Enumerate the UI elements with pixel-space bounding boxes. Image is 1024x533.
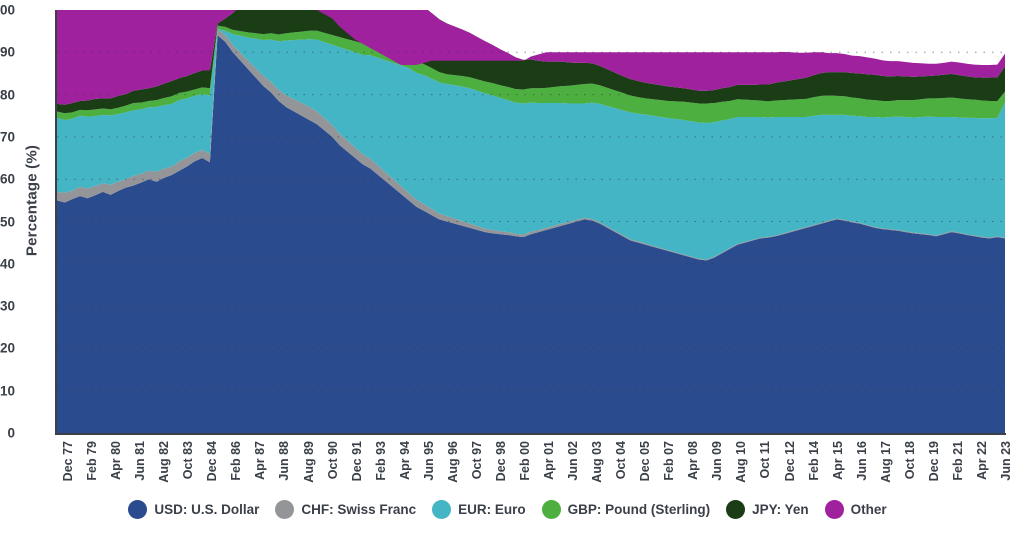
legend-label: USD: U.S. Dollar [154,502,260,517]
legend-label: Other [850,502,887,517]
y-axis-tick-label: 80 [0,87,15,103]
area-band-4 [57,10,1005,114]
area-series-svg [57,10,1005,433]
legend-item[interactable]: CHF: Swiss Franc [275,500,416,519]
legend-swatch-icon [726,500,746,519]
legend-label: GBP: Pound (Sterling) [567,502,711,517]
y-axis-tick-label: 90 [0,44,15,60]
legend-label: JPY: Yen [752,502,809,517]
y-axis-tick-label: 20 [0,340,15,356]
y-axis-tick-label: 0 [7,425,15,441]
area-band-2 [57,29,1005,260]
area-band-5 [57,10,1005,105]
y-axis-tick-label: 70 [0,129,15,145]
legend-swatch-icon [275,500,295,519]
y-axis-tick-label: 40 [0,256,15,272]
legend-item[interactable]: Other [824,500,887,519]
plot-area [57,10,1005,433]
y-axis-tick-label: 30 [0,298,15,314]
y-axis-tick-label: 50 [0,214,15,229]
y-axis-tick-label: 100 [0,2,15,18]
legend-item[interactable]: USD: U.S. Dollar [128,500,259,519]
y-axis-line [55,10,57,434]
legend-swatch-icon [824,500,844,519]
legend-swatch-icon [541,500,561,519]
legend-label: CHF: Swiss Franc [301,502,417,517]
chart-legend: USD: U.S. Dollar CHF: Swiss Franc EUR: Eur… [0,500,1024,519]
y-axis-tick-label: 10 [0,383,15,399]
legend-swatch-icon [128,500,148,519]
x-axis-line [55,433,1006,435]
legend-item[interactable]: GBP: Pound (Sterling) [541,500,711,519]
legend-item[interactable]: JPY: Yen [726,500,809,519]
y-axis-tick-label: 60 [0,171,15,187]
legend-item[interactable]: EUR: Euro [432,500,526,519]
legend-swatch-icon [432,500,452,519]
area-band-3 [57,25,1005,123]
y-axis-title: Percentage (%) [23,144,41,257]
legend-label: EUR: Euro [458,502,526,517]
